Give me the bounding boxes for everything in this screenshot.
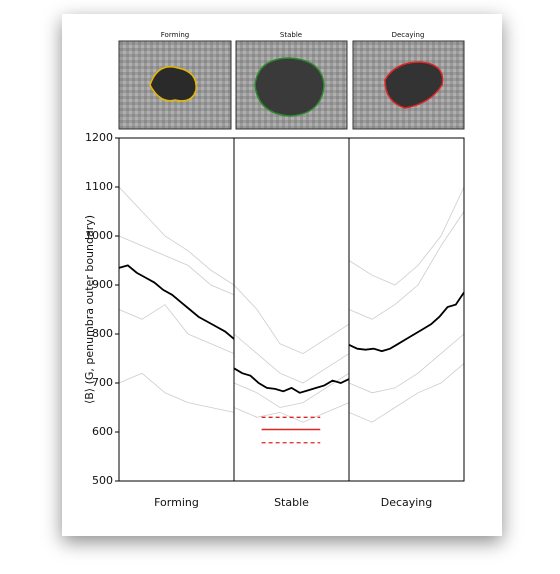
y-tick-label: 1000: [85, 229, 113, 242]
mean-line: [233, 367, 350, 394]
y-tick-label: 800: [92, 327, 113, 340]
y-tick-label: 600: [92, 425, 113, 438]
y-tick-label: 1100: [85, 180, 113, 193]
y-tick-label: 500: [92, 474, 113, 487]
thumbnail-title: Forming: [161, 31, 189, 39]
y-axis-label: ⟨B⟩ (G, penumbra outer boundary): [83, 215, 96, 404]
plot-frame: [118, 137, 465, 482]
background-trace: [233, 402, 350, 423]
thumbnail-contour: [254, 57, 325, 117]
background-trace: [118, 235, 235, 296]
thumbnails: [118, 40, 465, 130]
background-trace: [118, 186, 235, 286]
y-tick-label: 1200: [85, 131, 113, 144]
background-trace: [348, 186, 465, 286]
panel: [233, 284, 350, 444]
mean-line: [348, 291, 465, 353]
panel: [348, 186, 465, 423]
background-trace: [348, 333, 465, 394]
mean-line: [118, 264, 235, 340]
background-trace: [233, 284, 350, 355]
y-tick-label: 700: [92, 376, 113, 389]
x-panel-label: Forming: [154, 496, 199, 509]
background-trace: [348, 211, 465, 320]
background-trace: [118, 372, 235, 413]
background-trace: [118, 304, 235, 354]
panel: [118, 186, 235, 413]
background-trace: [233, 333, 350, 384]
y-tick-label: 900: [92, 278, 113, 291]
thumbnail-contour: [384, 61, 444, 109]
thumbnail-title: Decaying: [392, 31, 425, 39]
thumbnail-contour: [149, 66, 197, 102]
background-trace: [348, 363, 465, 423]
thumbnail-title: Stable: [280, 31, 302, 39]
background-trace: [233, 372, 350, 408]
x-panel-label: Decaying: [381, 496, 433, 509]
x-panel-label: Stable: [274, 496, 309, 509]
